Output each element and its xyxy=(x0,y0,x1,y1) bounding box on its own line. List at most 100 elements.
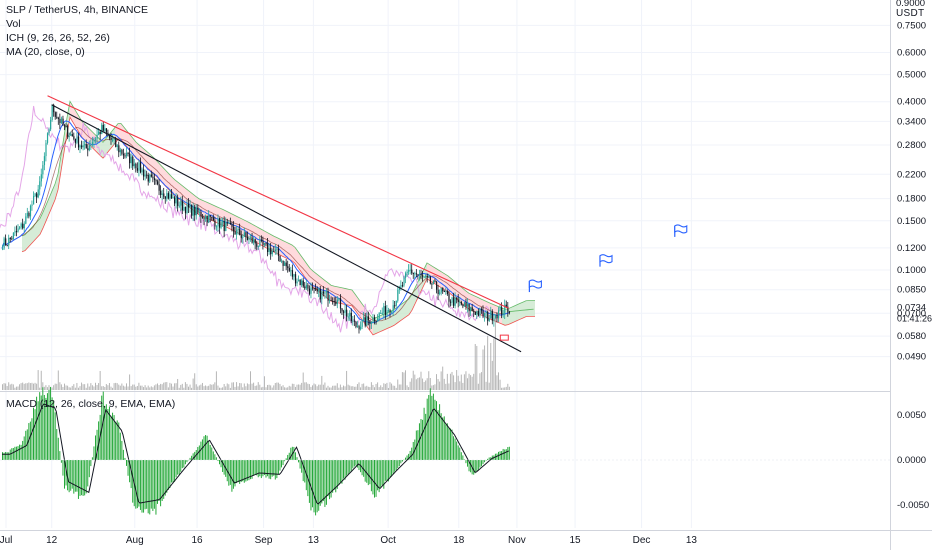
volume-bar xyxy=(344,386,346,390)
macd-histogram-bar xyxy=(236,460,238,484)
macd-histogram-bar xyxy=(240,460,242,483)
macd-histogram-bar xyxy=(28,423,30,460)
candle-body xyxy=(282,260,284,266)
macd-histogram-bar xyxy=(408,453,410,460)
macd-histogram-bar xyxy=(132,460,134,503)
candle-body xyxy=(136,168,139,171)
volume-bar xyxy=(338,387,340,390)
volume-bar xyxy=(389,382,391,390)
candle-body xyxy=(99,131,101,135)
flag-marker[interactable] xyxy=(674,224,688,237)
flag-marker[interactable] xyxy=(528,279,542,293)
candle-body xyxy=(121,149,123,154)
macd-histogram-bar xyxy=(246,460,248,481)
volume-bar xyxy=(223,384,225,390)
volume-bar xyxy=(425,380,427,390)
macd-histogram-bar xyxy=(330,460,332,498)
macd-histogram-bar xyxy=(344,460,346,480)
candle-body xyxy=(423,276,425,278)
volume-bar xyxy=(240,383,242,390)
macd-histogram-bar xyxy=(184,460,186,465)
candle-body xyxy=(245,232,247,237)
cloud-segment xyxy=(349,289,352,306)
volume-bar xyxy=(279,383,281,390)
macd-histogram-bar xyxy=(426,398,428,460)
volume-bar xyxy=(454,382,456,390)
volume-bar xyxy=(195,384,197,390)
volume-bar xyxy=(301,382,303,390)
macd-histogram-bar xyxy=(356,460,358,468)
macd-histogram-bar xyxy=(398,460,400,467)
candle-body xyxy=(240,235,242,238)
volume-bar xyxy=(212,384,214,390)
flag-marker[interactable] xyxy=(599,254,613,267)
volume-bar xyxy=(62,386,64,390)
macd-histogram-bar xyxy=(397,460,399,469)
candle-body xyxy=(56,116,58,118)
candle-body xyxy=(344,309,346,313)
volume-bar xyxy=(322,384,324,390)
macd-histogram-bar xyxy=(394,460,396,472)
volume-bar xyxy=(242,387,244,390)
volume-bar xyxy=(19,384,21,390)
volume-bar xyxy=(420,371,422,390)
ichimoku-indicator-label[interactable]: ICH (9, 26, 26, 52, 26) xyxy=(6,32,110,44)
time-tick-label: 12 xyxy=(46,535,58,546)
volume-bar xyxy=(81,382,83,390)
macd-histogram-bar xyxy=(40,395,42,460)
candle-body xyxy=(381,312,383,314)
cloud-segment xyxy=(22,234,25,252)
macd-histogram-bar xyxy=(259,460,261,477)
price-tick-label: 0.0580 xyxy=(897,331,926,342)
macd-histogram-bar xyxy=(296,457,298,460)
candle-body xyxy=(436,281,438,290)
volume-bar xyxy=(2,384,3,390)
macd-histogram-bar xyxy=(50,386,52,460)
candle-body xyxy=(333,301,335,303)
volume-bar xyxy=(206,386,208,390)
volume-bar xyxy=(180,384,182,390)
candle-body xyxy=(191,205,193,216)
macd-histogram-bar xyxy=(468,460,470,472)
macd-indicator-label[interactable]: MACD (12, 26, close, 9, EMA, EMA) xyxy=(6,398,176,410)
macd-histogram-bar xyxy=(33,407,34,460)
macd-histogram-bar xyxy=(487,458,489,460)
ma-indicator-label[interactable]: MA (20, close, 0) xyxy=(6,46,85,58)
macd-histogram-bar xyxy=(19,444,21,460)
candle-body xyxy=(212,217,214,221)
flag-markers[interactable] xyxy=(499,224,688,341)
volume-bar xyxy=(136,385,138,390)
macd-histogram-bar xyxy=(98,421,100,460)
macd-histogram-bar xyxy=(299,460,301,469)
candle-body xyxy=(90,145,92,147)
candle-body xyxy=(389,310,391,313)
macd-histogram-bar xyxy=(456,441,458,460)
cloud-segment xyxy=(286,242,289,260)
candle-body xyxy=(192,206,194,216)
volume-bar xyxy=(155,384,157,390)
volume-bar xyxy=(333,385,335,390)
volume-indicator-label[interactable]: Vol xyxy=(6,18,21,30)
symbol-label[interactable]: SLP / TetherUS, 4h, BINANCE xyxy=(6,4,149,16)
volume-bar xyxy=(294,386,296,390)
candle-body xyxy=(378,313,380,319)
candle-body xyxy=(166,193,168,199)
volume-bar xyxy=(259,384,261,390)
macd-histogram-bar xyxy=(476,460,478,472)
candle-body xyxy=(471,307,473,311)
macd-histogram-bar xyxy=(499,451,501,460)
volume-bar xyxy=(113,383,115,390)
trendlines[interactable] xyxy=(47,95,522,353)
macd-histogram-bar xyxy=(349,460,351,473)
macd-histogram-bar xyxy=(229,460,231,485)
cloud-segment xyxy=(298,251,301,272)
macd-histogram-bar xyxy=(31,418,33,460)
macd-histogram-bar xyxy=(265,460,267,478)
candle-body xyxy=(71,134,73,137)
volume-bar xyxy=(143,387,145,390)
macd-histogram-bar xyxy=(22,440,24,460)
macd-histogram-bar xyxy=(389,460,391,478)
macd-histogram-bar xyxy=(369,460,371,485)
